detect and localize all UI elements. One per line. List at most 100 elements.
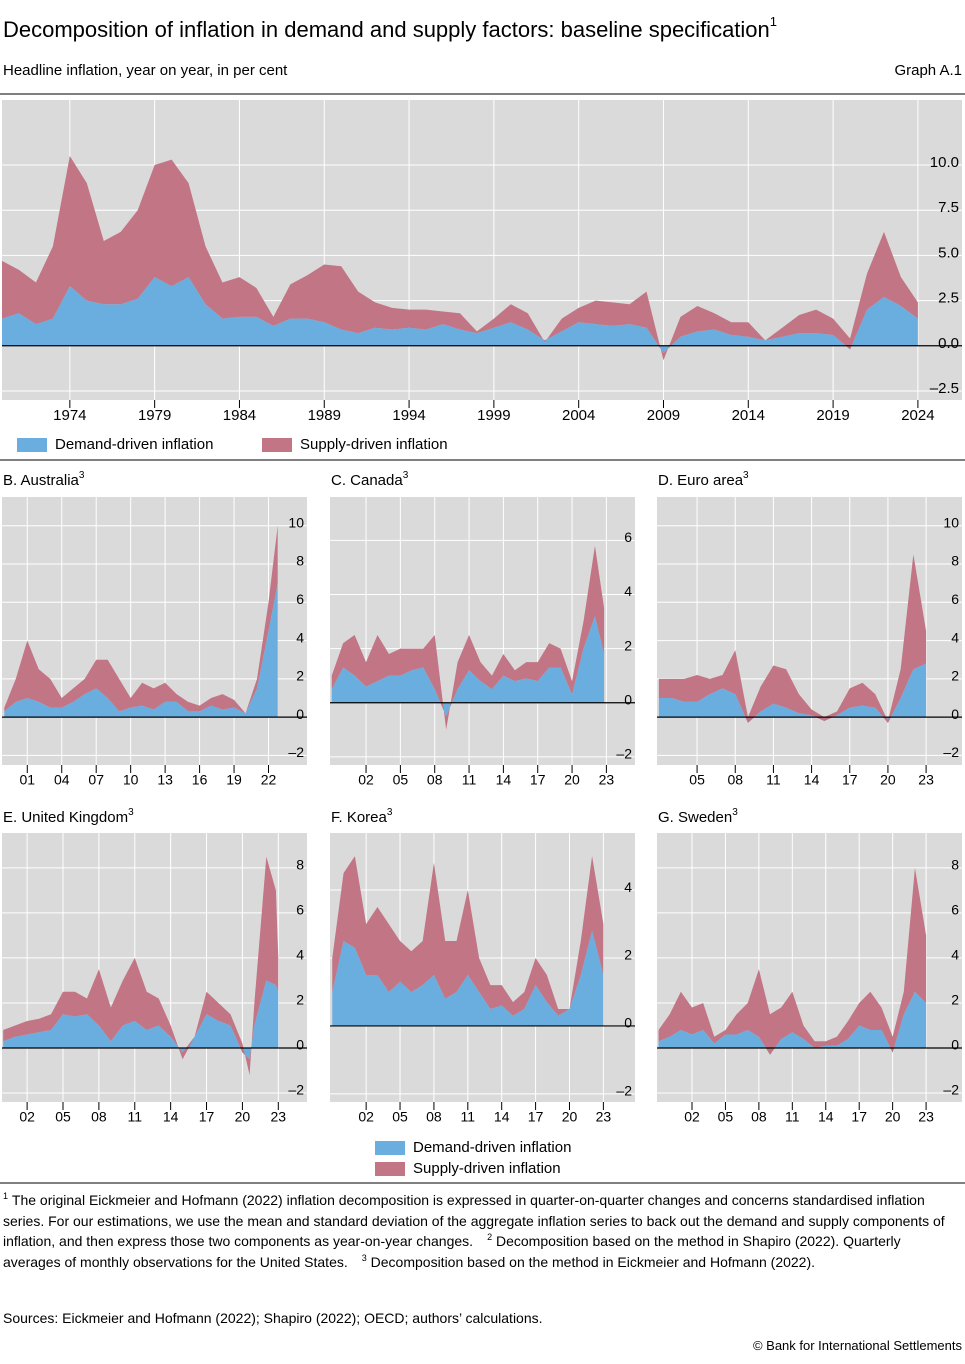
x-tick-label: 1994 (392, 407, 425, 424)
area (2, 156, 918, 361)
y-tick-label: 0.0 (938, 335, 959, 352)
area (658, 991, 927, 1055)
x-tick-label: 14 (494, 1109, 510, 1125)
y-tick-label: 2 (951, 992, 959, 1008)
y-tick-label: 2 (296, 668, 304, 684)
y-tick-label: –2 (288, 744, 304, 760)
legend-label: Demand-driven inflation (55, 436, 213, 453)
area (2, 277, 918, 354)
x-tick-label: 20 (235, 1109, 251, 1125)
y-tick-label: 10 (943, 514, 959, 530)
y-tick-label: 8 (951, 553, 959, 569)
sources: Sources: Eickmeier and Hofmann (2022); S… (3, 1310, 543, 1326)
x-tick-label: 05 (55, 1109, 71, 1125)
y-tick-label: 8 (296, 857, 304, 873)
footnote-text: The original Eickmeier and Hofmann (2022… (3, 1192, 945, 1249)
y-tick-label: –2 (616, 1083, 632, 1099)
footnotes: 1 The original Eickmeier and Hofmann (20… (3, 1190, 962, 1272)
panel-title-note: 3 (743, 470, 749, 481)
area (332, 856, 604, 1016)
legend-label: Supply-driven inflation (413, 1160, 561, 1177)
x-tick-label: 17 (851, 1109, 867, 1125)
x-tick-label: 17 (528, 1109, 544, 1125)
footnote-text: Decomposition based on the method in Eic… (370, 1253, 816, 1270)
x-tick-label: 02 (358, 772, 374, 788)
y-tick-label: 6 (951, 591, 959, 607)
panel-title: C. Canada3 (331, 470, 409, 489)
y-tick-label: 10.0 (930, 154, 959, 171)
y-tick-label: 0 (296, 706, 304, 722)
page-title: Decomposition of inflation in demand and… (3, 14, 777, 41)
x-tick-label: 20 (562, 1109, 578, 1125)
y-tick-label: 8 (951, 857, 959, 873)
y-tick-label: 6 (296, 591, 304, 607)
x-tick-label: 19 (226, 772, 242, 788)
y-tick-label: 2.5 (938, 290, 959, 307)
legend-label: Supply-driven inflation (300, 436, 448, 453)
x-tick-label: 2009 (647, 407, 680, 424)
footnote-marker: 2 (487, 1232, 493, 1242)
area (658, 867, 927, 1055)
x-tick-label: 23 (918, 1109, 934, 1125)
y-tick-label: 7.5 (938, 199, 959, 216)
footnote-marker: 1 (3, 1191, 9, 1201)
x-tick-label: 02 (358, 1109, 374, 1125)
panel-title: G. Sweden3 (658, 807, 738, 826)
y-tick-label: 6 (951, 902, 959, 918)
y-tick-label: 0 (951, 1037, 959, 1053)
y-tick-label: 2 (296, 992, 304, 1008)
y-tick-label: 2 (624, 637, 632, 653)
panel-title-note: 3 (79, 470, 85, 481)
y-tick-label: 0 (951, 706, 959, 722)
y-tick-label: 10 (288, 514, 304, 530)
y-tick-label: –2 (288, 1082, 304, 1098)
y-tick-label: 0 (624, 1015, 632, 1031)
area (658, 554, 927, 723)
panel-title-note: 3 (732, 807, 738, 818)
panel-title: D. Euro area3 (658, 470, 749, 489)
x-tick-label: 02 (684, 1109, 700, 1125)
y-tick-label: 4 (624, 879, 632, 895)
legend-swatch (262, 438, 292, 452)
x-tick-label: 11 (785, 1109, 800, 1125)
x-tick-label: 04 (54, 772, 70, 788)
x-tick-label: 23 (271, 1109, 287, 1125)
panel-title: F. Korea3 (331, 807, 393, 826)
x-tick-label: 08 (751, 1109, 767, 1125)
title-text: Decomposition of inflation in demand and… (3, 17, 770, 42)
y-tick-label: 4 (624, 583, 632, 599)
x-tick-label: 05 (393, 772, 409, 788)
x-tick-label: 23 (596, 1109, 612, 1125)
panel-title-text: E. United Kingdom (3, 809, 128, 826)
area (331, 545, 605, 730)
x-tick-label: 11 (462, 772, 477, 788)
x-tick-label: 1979 (138, 407, 171, 424)
x-tick-label: 08 (727, 772, 743, 788)
x-tick-label: 13 (157, 772, 173, 788)
x-tick-label: 08 (427, 772, 443, 788)
subtitle: Headline inflation, year on year, in per… (3, 62, 288, 79)
x-tick-label: 07 (88, 772, 104, 788)
x-tick-label: 08 (426, 1109, 442, 1125)
y-tick-label: –2 (943, 1082, 959, 1098)
x-tick-label: 22 (261, 772, 277, 788)
chart: Decomposition of inflation in demand and… (0, 14, 965, 1184)
x-tick-label: 20 (564, 772, 580, 788)
panel-title-text: D. Euro area (658, 472, 744, 489)
panel-title-text: G. Sweden (658, 809, 732, 826)
x-tick-label: 11 (127, 1109, 142, 1125)
x-tick-label: 2014 (732, 407, 765, 424)
y-tick-label: 4 (296, 629, 304, 645)
area (4, 525, 278, 714)
panel-title-text: F. Korea (331, 809, 388, 826)
x-tick-label: 08 (91, 1109, 107, 1125)
y-tick-label: 2 (951, 668, 959, 684)
y-tick-label: 5.0 (938, 244, 959, 261)
x-tick-label: 2024 (901, 407, 934, 424)
x-tick-label: 14 (496, 772, 512, 788)
y-tick-label: –2 (943, 744, 959, 760)
x-tick-label: 1989 (308, 407, 341, 424)
y-tick-label: 8 (296, 553, 304, 569)
area (332, 930, 604, 1026)
